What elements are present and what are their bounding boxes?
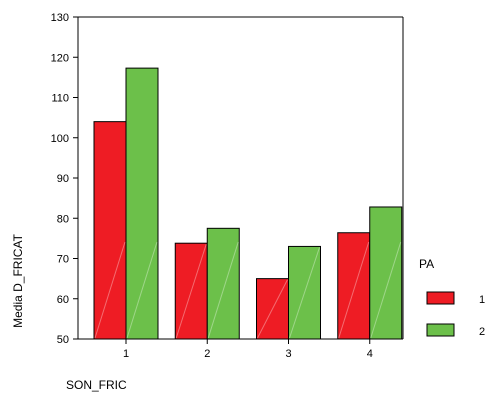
bar-highlight-series-1-cat-4 bbox=[338, 241, 370, 339]
bar-series-2-cat-1 bbox=[125, 67, 159, 340]
bar-highlight-series-2-cat-3 bbox=[289, 247, 320, 339]
bar-highlight-series-2-cat-1 bbox=[126, 241, 158, 339]
y-tick-label-5: 100 bbox=[51, 133, 69, 145]
y-tick-label-0: 50 bbox=[57, 334, 69, 346]
bar-highlight-series-2-cat-2 bbox=[207, 241, 239, 339]
x-ticks-group: 1 2 3 4 bbox=[123, 339, 373, 360]
bars-group bbox=[93, 67, 403, 340]
x-tick-label-1: 2 bbox=[204, 348, 210, 360]
y-tick-label-4: 90 bbox=[57, 173, 69, 185]
x-tick-label-2: 3 bbox=[285, 348, 291, 360]
x-tick-label-0: 1 bbox=[123, 348, 129, 360]
x-axis-title: SON_FRIC bbox=[66, 378, 127, 392]
legend-swatch-series-2 bbox=[426, 323, 455, 337]
bar-series-2-cat-2 bbox=[206, 227, 240, 340]
bar-series-1-cat-4 bbox=[337, 232, 371, 340]
y-tick-label-6: 110 bbox=[51, 93, 69, 105]
bar-series-2-cat-3 bbox=[288, 245, 321, 340]
legend-swatch-series-1 bbox=[426, 291, 455, 305]
y-tick-label-3: 80 bbox=[57, 213, 69, 225]
legend-title: PA bbox=[419, 257, 434, 271]
y-tick-label-7: 120 bbox=[51, 52, 69, 64]
legend-label-series-2: 2 bbox=[479, 326, 485, 338]
bar-series-2-cat-4 bbox=[369, 206, 403, 340]
bar-series-1-cat-2 bbox=[174, 242, 208, 340]
bar-highlight-series-2-cat-4 bbox=[370, 241, 402, 339]
legend-label-series-1: 1 bbox=[479, 294, 485, 306]
y-axis-title: Media D_FRICAT bbox=[11, 233, 25, 327]
y-tick-label-8: 130 bbox=[51, 12, 69, 24]
bar-highlight-series-1-cat-3 bbox=[257, 279, 288, 339]
y-tick-label-2: 70 bbox=[57, 254, 69, 266]
bar-highlight-series-1-cat-1 bbox=[94, 241, 126, 339]
legend: PA 1 2 bbox=[419, 257, 485, 338]
y-tick-label-1: 60 bbox=[57, 294, 69, 306]
bar-highlight-series-1-cat-2 bbox=[175, 244, 207, 339]
bar-series-1-cat-1 bbox=[93, 121, 127, 340]
x-tick-label-3: 4 bbox=[367, 348, 373, 360]
y-ticks-group: 50 60 70 80 90 100 110 120 130 bbox=[51, 12, 78, 346]
